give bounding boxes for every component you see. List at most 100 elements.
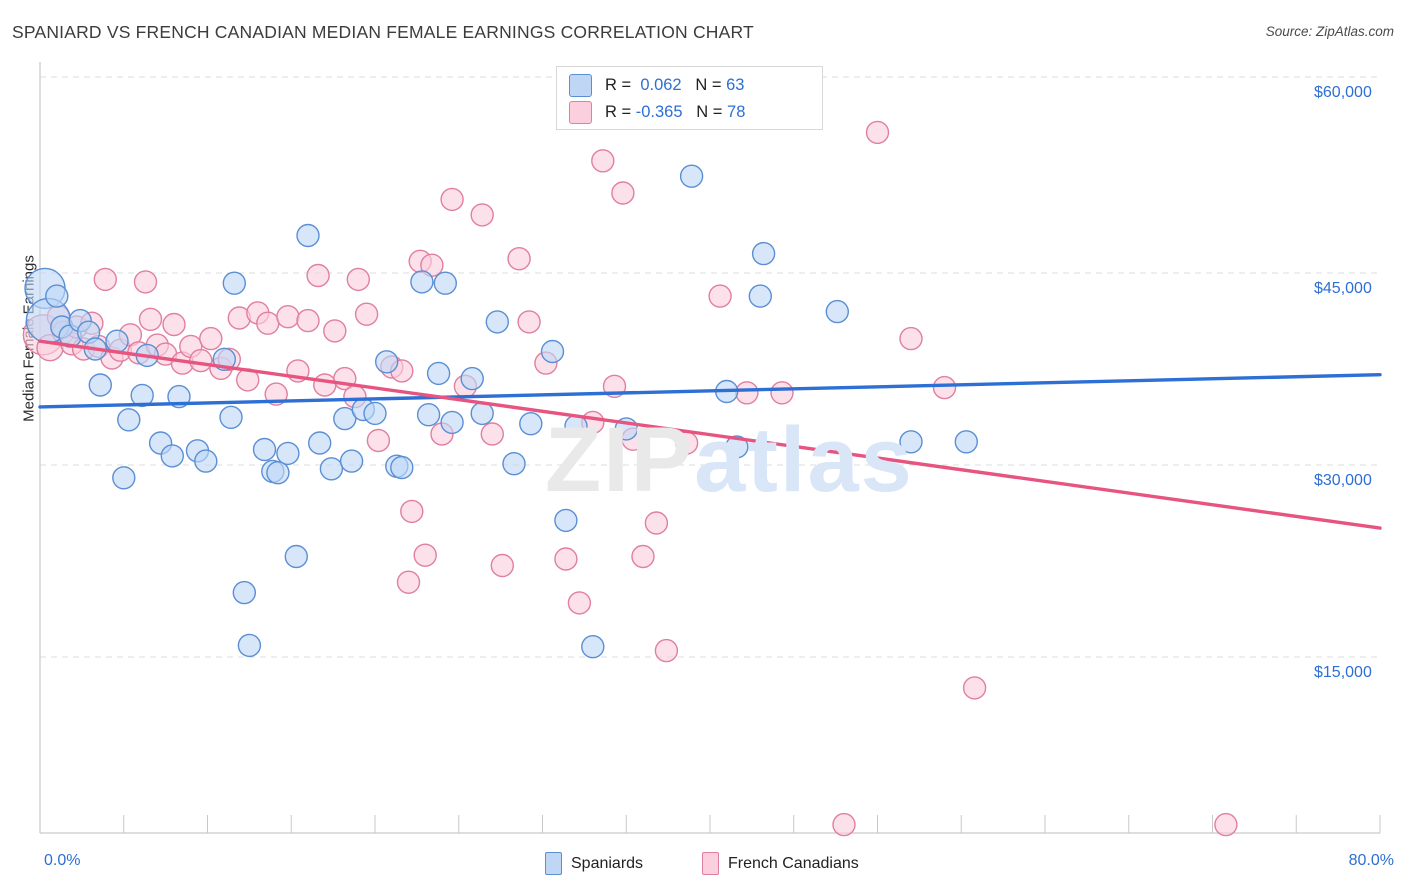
series-label-french-canadians: French Canadians	[728, 854, 859, 872]
scatter-point	[932, 375, 957, 400]
scatter-point	[581, 635, 605, 659]
scatter-point	[725, 435, 749, 459]
scatter-point	[567, 591, 592, 615]
scatter-point	[219, 405, 243, 429]
scatter-point	[480, 422, 504, 446]
scatter-point	[237, 633, 262, 658]
scatter-point	[296, 223, 320, 248]
scatter-point	[45, 284, 69, 308]
scatter-point	[306, 263, 330, 288]
source-attribution: Source: ZipAtlas.com	[1265, 24, 1394, 39]
scatter-point	[1214, 812, 1238, 837]
legend-row-spaniards: R = 0.062 N = 63	[569, 72, 744, 98]
legend-r-label-1: R =	[605, 75, 632, 94]
scatter-point	[276, 441, 300, 466]
scatter-point	[440, 410, 464, 435]
scatter-point	[631, 544, 655, 569]
axis-lines	[39, 62, 1380, 834]
scatter-point	[865, 120, 890, 145]
scatter-point	[410, 270, 434, 294]
series-swatch-spaniards	[545, 852, 562, 875]
scatter-point	[308, 431, 332, 455]
legend-swatch-french-canadians	[569, 100, 592, 124]
scatter-point	[674, 431, 699, 455]
scatter-point	[333, 406, 357, 431]
page-title: SPANIARD VS FRENCH CANADIAN MEDIAN FEMAL…	[12, 22, 754, 42]
scatter-point	[899, 326, 923, 351]
scatter-point	[654, 638, 679, 663]
scatter-point	[507, 247, 531, 271]
legend-r-value-1: 0.062	[640, 75, 682, 94]
correlation-legend: R = 0.062 N = 63 R = -0.365 N = 78	[556, 66, 823, 130]
scatter-point	[519, 412, 543, 436]
x-axis-max-label: 80.0%	[1348, 852, 1394, 869]
scatter-point	[366, 428, 391, 453]
scatter-point	[517, 310, 541, 334]
legend-text-french-canadians: R = -0.365 N = 78	[605, 103, 745, 122]
scatter-point	[130, 383, 154, 408]
legend-row-french-canadians: R = -0.365 N = 78	[569, 99, 745, 125]
scatter-point	[485, 310, 509, 334]
scatter-point	[354, 302, 379, 326]
y-tick-label-0: $60,000	[1314, 84, 1372, 101]
scatter-point	[252, 437, 277, 462]
scatter-point	[160, 444, 185, 468]
scatter-point	[748, 284, 772, 308]
scatter-point	[232, 580, 257, 605]
scatter-point	[416, 403, 441, 427]
scatter-point	[363, 401, 387, 426]
gridlines	[40, 76, 1380, 658]
scatter-point	[591, 149, 615, 173]
y-tick-label-2: $30,000	[1314, 472, 1372, 489]
y-tick-label-1: $45,000	[1314, 280, 1372, 297]
trendline-french-canadians	[38, 339, 1382, 530]
legend-r-label-2: R =	[605, 102, 632, 121]
scatter-point	[390, 455, 414, 480]
scatter-point	[396, 570, 421, 594]
scatter-point	[470, 203, 494, 227]
scatter-point	[433, 271, 457, 295]
scatter-point	[832, 812, 856, 837]
scatter-point	[962, 676, 987, 700]
scatter-point	[554, 508, 578, 533]
scatter-point	[284, 544, 308, 569]
scatter-point	[313, 373, 337, 397]
scatter-point	[679, 164, 704, 188]
series-legend-spaniards[interactable]: Spaniards	[545, 852, 643, 875]
series-legend-french-canadians[interactable]: French Canadians	[702, 852, 859, 875]
scatter-point	[899, 430, 923, 454]
scatter-point	[319, 457, 344, 481]
scatter-point	[162, 312, 186, 337]
scatter-point	[105, 329, 129, 353]
scatter-point	[735, 381, 759, 405]
scatter-point	[554, 547, 578, 571]
trendline-spaniards	[38, 373, 1382, 409]
legend-n-value-1: 63	[726, 75, 745, 94]
scatter-point	[825, 299, 849, 324]
scatter-point	[323, 319, 347, 343]
scatter-point	[194, 449, 218, 473]
legend-text-spaniards: R = 0.062 N = 63	[605, 76, 744, 95]
scatter-point	[88, 373, 113, 397]
scatter-point	[296, 308, 320, 333]
scatter-point	[502, 452, 526, 476]
scatter-point	[540, 339, 565, 364]
scatter-point	[644, 511, 669, 535]
scatter-point	[256, 311, 280, 335]
scatter-point	[426, 361, 451, 386]
scatter-point	[222, 271, 247, 295]
x-axis-min-label: 0.0%	[44, 852, 81, 869]
scatter-point	[440, 187, 464, 212]
series-label-spaniards: Spaniards	[571, 854, 644, 872]
scatter-point	[112, 466, 136, 490]
scatter-point	[954, 430, 978, 454]
legend-n-label-1: N =	[695, 75, 722, 94]
scatter-point	[770, 381, 794, 405]
scatter-point	[339, 449, 364, 473]
scatter-point	[266, 461, 290, 485]
scatter-point	[117, 408, 141, 432]
scatter-point	[460, 366, 484, 391]
legend-n-label-2: N =	[696, 102, 723, 121]
x-tick-marks	[123, 815, 1381, 833]
